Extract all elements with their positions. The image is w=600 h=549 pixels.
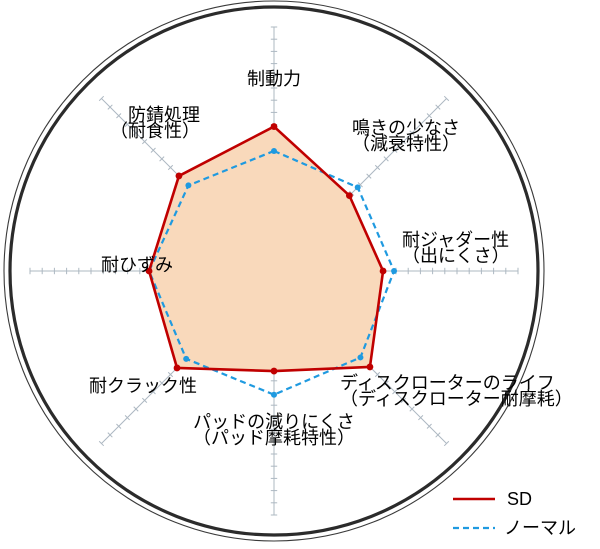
svg-text:ノーマル: ノーマル xyxy=(504,518,576,538)
svg-text:（パッド摩耗特性）: （パッド摩耗特性） xyxy=(193,428,355,448)
svg-text:SD: SD xyxy=(507,489,532,509)
svg-text:耐ひずみ: 耐ひずみ xyxy=(101,255,173,275)
svg-text:耐クラック性: 耐クラック性 xyxy=(89,376,197,396)
svg-text:（出にくさ）: （出にくさ） xyxy=(402,246,510,266)
svg-text:（減衰特性）: （減衰特性） xyxy=(352,134,460,154)
svg-text:（ディスクローター耐摩耗）: （ディスクローター耐摩耗） xyxy=(340,389,573,409)
svg-text:制動力: 制動力 xyxy=(247,69,301,89)
svg-text:（耐食性）: （耐食性） xyxy=(110,121,200,141)
